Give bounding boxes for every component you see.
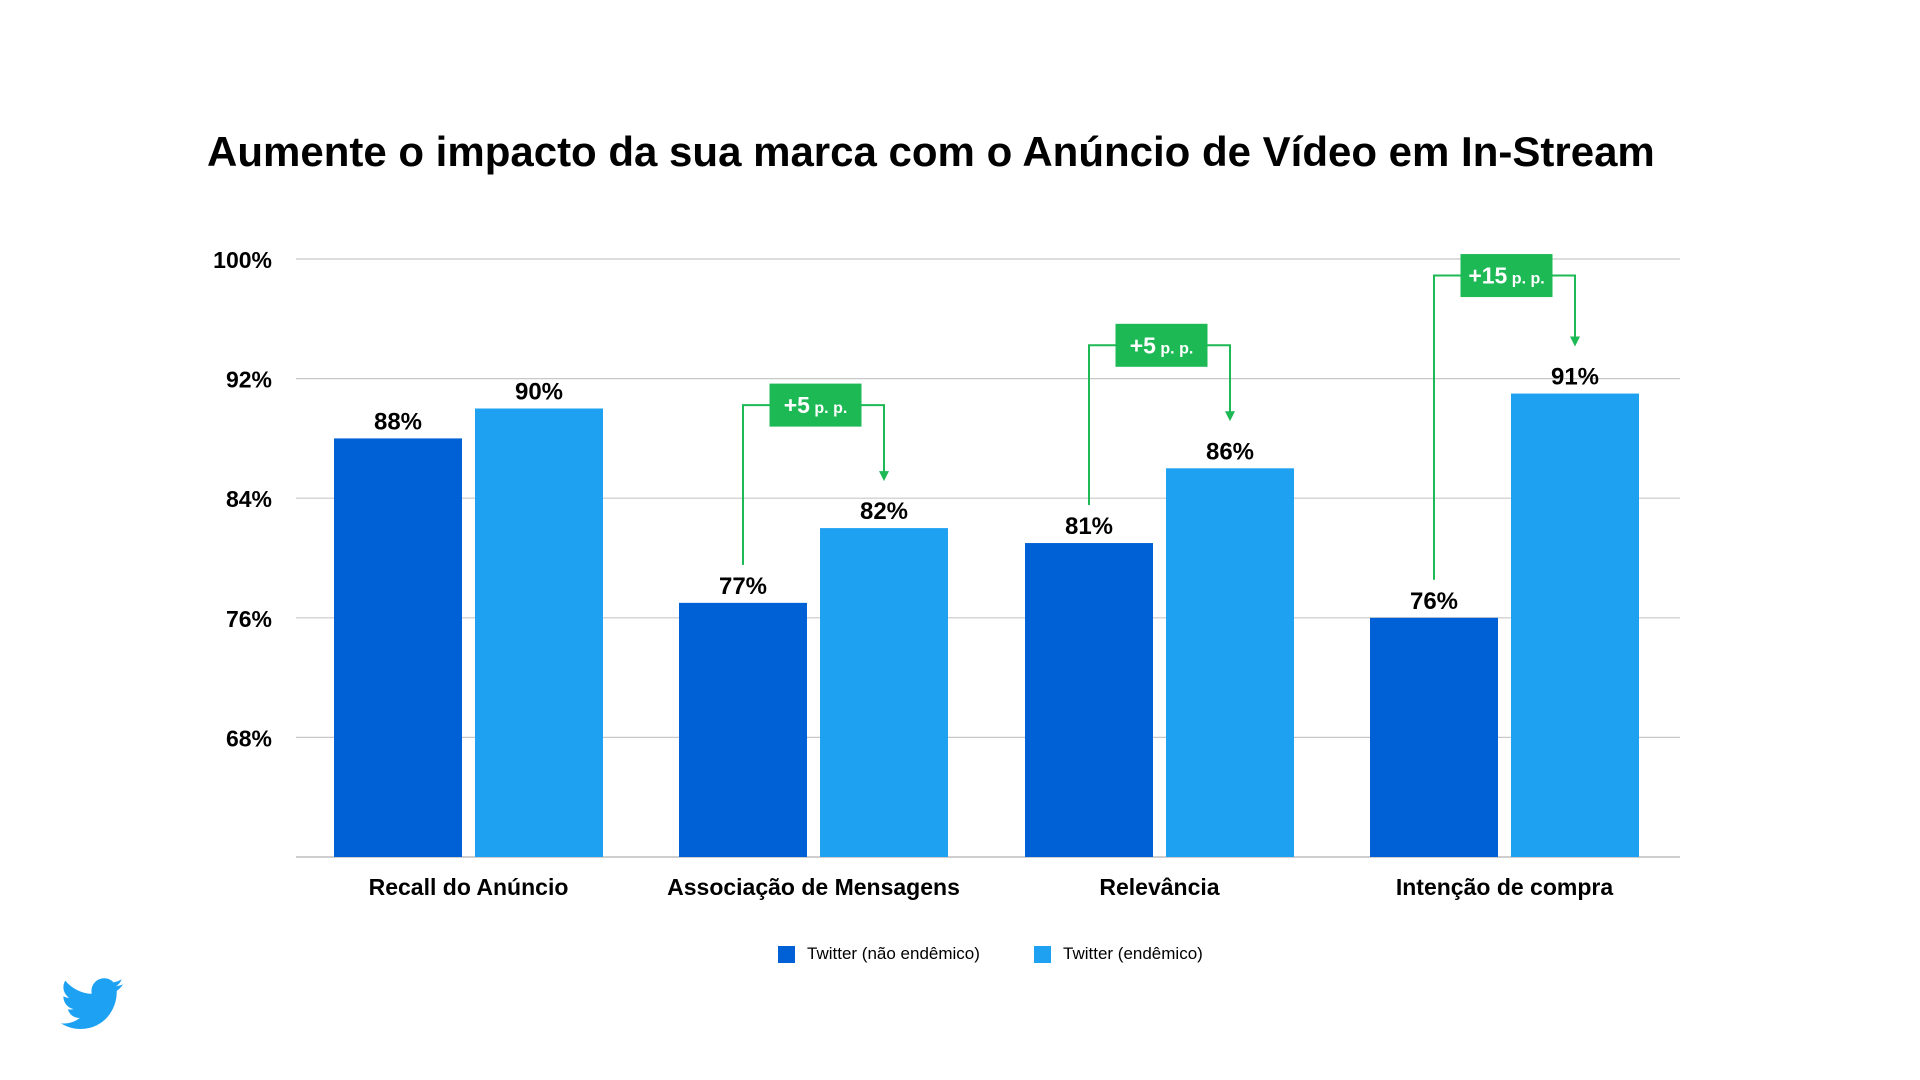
data-label: 90% <box>515 379 563 406</box>
y-tick-label: 68% <box>226 725 272 751</box>
annotation-arrowhead <box>1225 411 1235 422</box>
x-category-label: Relevância <box>1099 874 1219 900</box>
legend-label-endemic: Twitter (endêmico) <box>1063 944 1203 963</box>
annotation-arrowhead <box>1570 336 1580 347</box>
y-tick-label: 100% <box>213 247 272 273</box>
annotation-box <box>1115 323 1208 367</box>
annotation-box <box>769 383 862 427</box>
y-tick-label: 76% <box>226 606 272 632</box>
legend-swatch-non-endemic <box>778 945 795 963</box>
data-label: 76% <box>1410 588 1458 615</box>
bar <box>475 408 603 857</box>
data-label: 91% <box>1551 364 1599 391</box>
data-label: 88% <box>374 408 422 435</box>
annotation-box <box>1460 254 1553 298</box>
bar <box>1166 468 1294 857</box>
legend-swatch-endemic <box>1034 945 1051 963</box>
legend-item-non-endemic: Twitter (não endêmico) <box>778 944 980 964</box>
annotation-label: +5 p. p. <box>784 392 848 418</box>
x-category-label: Associação de Mensagens <box>667 874 960 900</box>
chart-title: Aumente o impacto da sua marca com o Anú… <box>207 128 1655 175</box>
legend-label-non-endemic: Twitter (não endêmico) <box>807 944 980 963</box>
bar <box>820 528 948 857</box>
data-label: 82% <box>860 498 908 525</box>
annotation-label: +15 p. p. <box>1468 263 1544 289</box>
legend-item-endemic: Twitter (endêmico) <box>1034 944 1203 964</box>
data-label: 86% <box>1206 438 1254 465</box>
bar <box>1370 617 1498 857</box>
bar <box>1511 393 1639 857</box>
bar <box>1025 543 1153 857</box>
y-tick-label: 84% <box>226 486 272 512</box>
annotation-arrowhead <box>879 471 889 482</box>
x-category-label: Intenção de compra <box>1396 874 1613 900</box>
bar <box>679 602 807 857</box>
data-label: 77% <box>719 573 767 600</box>
x-category-label: Recall do Anúncio <box>369 874 569 900</box>
annotation-label: +5 p. p. <box>1130 332 1194 358</box>
data-label: 81% <box>1065 513 1113 540</box>
y-tick-label: 92% <box>226 367 272 393</box>
twitter-bird-icon <box>60 978 124 1029</box>
bar <box>334 438 462 857</box>
